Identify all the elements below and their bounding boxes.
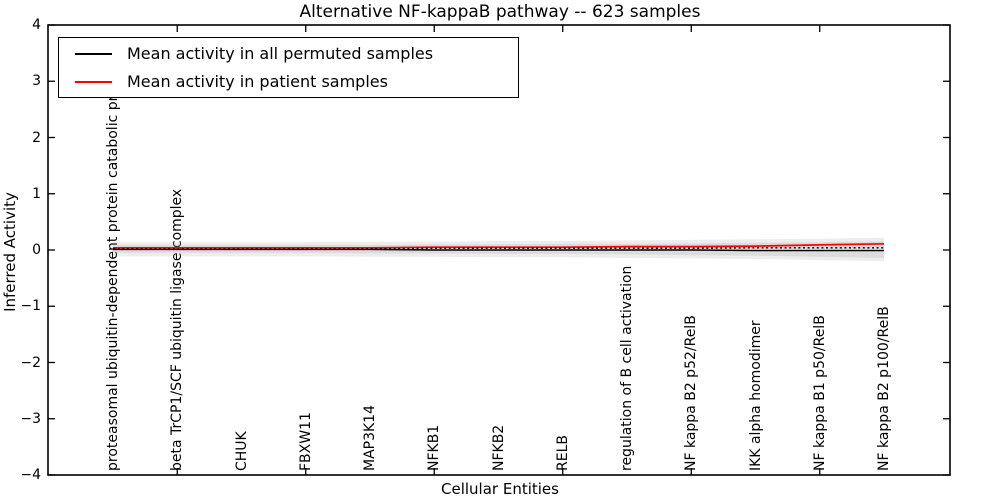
chart-title: Alternative NF-kappaB pathway -- 623 sam… (299, 2, 701, 22)
series-line (113, 242, 885, 249)
legend: Mean activity in all permuted samples Mea… (58, 37, 519, 98)
series-line (113, 248, 884, 252)
y-tick-label: −1 (20, 298, 41, 315)
y-tick-label: −2 (20, 354, 41, 371)
legend-item: Mean activity in patient samples (59, 69, 518, 94)
legend-item: Mean activity in all permuted samples (59, 41, 518, 66)
y-tick-label: −3 (20, 410, 41, 427)
legend-item-label: Mean activity in all permuted samples (127, 44, 434, 63)
legend-item-label: Mean activity in patient samples (127, 72, 388, 91)
legend-line-sample (75, 80, 112, 83)
y-tick-label: −4 (20, 467, 41, 483)
y-tick-label: 4 (32, 17, 41, 33)
y-tick-label: 0 (32, 242, 41, 258)
x-axis-label: Cellular Entities (441, 480, 559, 498)
y-tick-label: 1 (32, 185, 41, 202)
y-tick-label: 2 (32, 129, 41, 146)
legend-line-sample (75, 52, 112, 55)
y-tick-label: 3 (32, 73, 41, 90)
